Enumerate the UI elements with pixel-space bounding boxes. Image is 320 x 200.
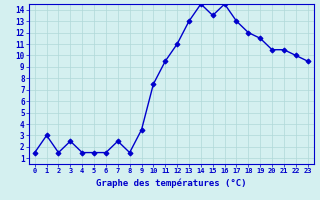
X-axis label: Graphe des températures (°C): Graphe des températures (°C) xyxy=(96,178,246,188)
